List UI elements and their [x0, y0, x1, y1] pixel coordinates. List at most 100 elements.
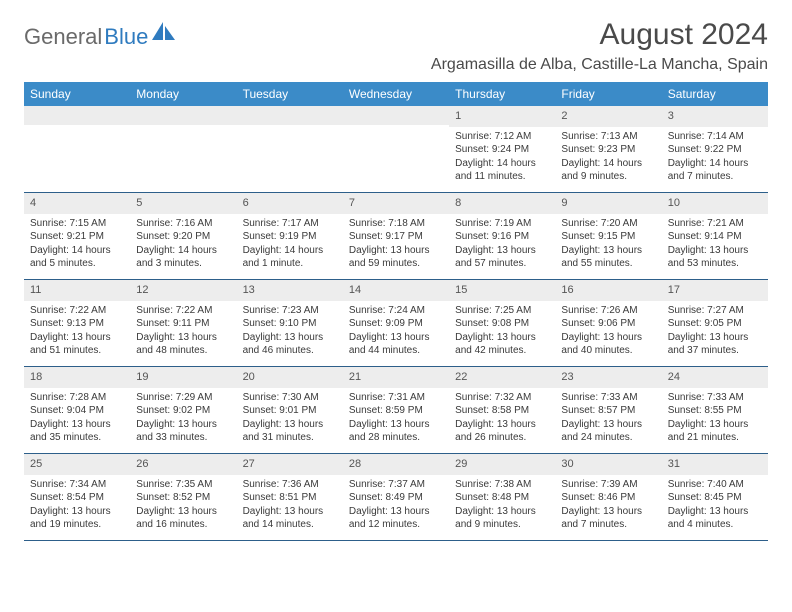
day-body: Sunrise: 7:32 AMSunset: 8:58 PMDaylight:…: [449, 388, 555, 449]
day-body: Sunrise: 7:18 AMSunset: 9:17 PMDaylight:…: [343, 214, 449, 275]
sunrise-line: Sunrise: 7:33 AM: [561, 391, 655, 405]
sunrise-line: Sunrise: 7:18 AM: [349, 217, 443, 231]
weeks-container: 1Sunrise: 7:12 AMSunset: 9:24 PMDaylight…: [24, 106, 768, 541]
dow-wednesday: Wednesday: [343, 82, 449, 106]
day-number: 2: [555, 106, 661, 127]
sunrise-line: Sunrise: 7:37 AM: [349, 478, 443, 492]
sunrise-line: Sunrise: 7:36 AM: [243, 478, 337, 492]
day-body: Sunrise: 7:23 AMSunset: 9:10 PMDaylight:…: [237, 301, 343, 362]
sunset-line: Sunset: 9:02 PM: [136, 404, 230, 418]
calendar-page: GeneralBlue August 2024 Argamasilla de A…: [0, 0, 792, 551]
day-cell: 23Sunrise: 7:33 AMSunset: 8:57 PMDayligh…: [555, 367, 661, 453]
daylight-line: Daylight: 13 hours and 4 minutes.: [668, 505, 762, 532]
day-cell: 10Sunrise: 7:21 AMSunset: 9:14 PMDayligh…: [662, 193, 768, 279]
sunset-line: Sunset: 9:16 PM: [455, 230, 549, 244]
sunset-line: Sunset: 9:01 PM: [243, 404, 337, 418]
day-cell: 18Sunrise: 7:28 AMSunset: 9:04 PMDayligh…: [24, 367, 130, 453]
daylight-line: Daylight: 13 hours and 19 minutes.: [30, 505, 124, 532]
day-body: Sunrise: 7:21 AMSunset: 9:14 PMDaylight:…: [662, 214, 768, 275]
sunset-line: Sunset: 9:23 PM: [561, 143, 655, 157]
day-body: Sunrise: 7:22 AMSunset: 9:11 PMDaylight:…: [130, 301, 236, 362]
month-title: August 2024: [431, 18, 768, 52]
day-body: Sunrise: 7:15 AMSunset: 9:21 PMDaylight:…: [24, 214, 130, 275]
sunset-line: Sunset: 9:04 PM: [30, 404, 124, 418]
header: GeneralBlue August 2024 Argamasilla de A…: [24, 18, 768, 74]
daylight-line: Daylight: 13 hours and 48 minutes.: [136, 331, 230, 358]
day-body: Sunrise: 7:27 AMSunset: 9:05 PMDaylight:…: [662, 301, 768, 362]
sunset-line: Sunset: 9:13 PM: [30, 317, 124, 331]
day-cell: 25Sunrise: 7:34 AMSunset: 8:54 PMDayligh…: [24, 454, 130, 540]
brand-text-general: General: [24, 24, 102, 50]
daylight-line: Daylight: 13 hours and 59 minutes.: [349, 244, 443, 271]
sunset-line: Sunset: 8:51 PM: [243, 491, 337, 505]
sunset-line: Sunset: 8:57 PM: [561, 404, 655, 418]
day-cell: 2Sunrise: 7:13 AMSunset: 9:23 PMDaylight…: [555, 106, 661, 192]
sunset-line: Sunset: 9:21 PM: [30, 230, 124, 244]
day-cell: 14Sunrise: 7:24 AMSunset: 9:09 PMDayligh…: [343, 280, 449, 366]
day-cell: 16Sunrise: 7:26 AMSunset: 9:06 PMDayligh…: [555, 280, 661, 366]
day-cell: [343, 106, 449, 192]
brand-text-blue: Blue: [104, 24, 148, 50]
day-body: Sunrise: 7:36 AMSunset: 8:51 PMDaylight:…: [237, 475, 343, 536]
sunrise-line: Sunrise: 7:24 AM: [349, 304, 443, 318]
sunset-line: Sunset: 9:09 PM: [349, 317, 443, 331]
day-cell: 26Sunrise: 7:35 AMSunset: 8:52 PMDayligh…: [130, 454, 236, 540]
day-number: [130, 106, 236, 125]
sunset-line: Sunset: 9:11 PM: [136, 317, 230, 331]
day-body: Sunrise: 7:25 AMSunset: 9:08 PMDaylight:…: [449, 301, 555, 362]
day-body: Sunrise: 7:35 AMSunset: 8:52 PMDaylight:…: [130, 475, 236, 536]
day-cell: 12Sunrise: 7:22 AMSunset: 9:11 PMDayligh…: [130, 280, 236, 366]
day-cell: 17Sunrise: 7:27 AMSunset: 9:05 PMDayligh…: [662, 280, 768, 366]
sunrise-line: Sunrise: 7:19 AM: [455, 217, 549, 231]
day-cell: 4Sunrise: 7:15 AMSunset: 9:21 PMDaylight…: [24, 193, 130, 279]
sunrise-line: Sunrise: 7:15 AM: [30, 217, 124, 231]
daylight-line: Daylight: 13 hours and 51 minutes.: [30, 331, 124, 358]
daylight-line: Daylight: 13 hours and 16 minutes.: [136, 505, 230, 532]
day-number: 8: [449, 193, 555, 214]
day-number: 22: [449, 367, 555, 388]
day-body: Sunrise: 7:14 AMSunset: 9:22 PMDaylight:…: [662, 127, 768, 188]
day-cell: 8 Sunrise: 7:19 AMSunset: 9:16 PMDaylight…: [449, 193, 555, 279]
day-number: 12: [130, 280, 236, 301]
day-number: 5: [130, 193, 236, 214]
day-number: 3: [662, 106, 768, 127]
daylight-line: Daylight: 13 hours and 7 minutes.: [561, 505, 655, 532]
sunrise-line: Sunrise: 7:22 AM: [30, 304, 124, 318]
daylight-line: Daylight: 13 hours and 57 minutes.: [455, 244, 549, 271]
sunrise-line: Sunrise: 7:14 AM: [668, 130, 762, 144]
day-cell: 20Sunrise: 7:30 AMSunset: 9:01 PMDayligh…: [237, 367, 343, 453]
daylight-line: Daylight: 14 hours and 7 minutes.: [668, 157, 762, 184]
day-number: 24: [662, 367, 768, 388]
day-number: 16: [555, 280, 661, 301]
day-of-week-header: Sunday Monday Tuesday Wednesday Thursday…: [24, 82, 768, 106]
daylight-line: Daylight: 13 hours and 35 minutes.: [30, 418, 124, 445]
day-cell: [24, 106, 130, 192]
day-body: Sunrise: 7:17 AMSunset: 9:19 PMDaylight:…: [237, 214, 343, 275]
day-number: 25: [24, 454, 130, 475]
daylight-line: Daylight: 13 hours and 9 minutes.: [455, 505, 549, 532]
day-body: Sunrise: 7:26 AMSunset: 9:06 PMDaylight:…: [555, 301, 661, 362]
sunrise-line: Sunrise: 7:26 AM: [561, 304, 655, 318]
day-number: 28: [343, 454, 449, 475]
day-body: Sunrise: 7:16 AMSunset: 9:20 PMDaylight:…: [130, 214, 236, 275]
day-number: 4: [24, 193, 130, 214]
sunrise-line: Sunrise: 7:35 AM: [136, 478, 230, 492]
day-number: 29: [449, 454, 555, 475]
sunrise-line: Sunrise: 7:39 AM: [561, 478, 655, 492]
sunset-line: Sunset: 8:52 PM: [136, 491, 230, 505]
day-number: 19: [130, 367, 236, 388]
day-cell: [237, 106, 343, 192]
sunset-line: Sunset: 9:14 PM: [668, 230, 762, 244]
daylight-line: Daylight: 13 hours and 53 minutes.: [668, 244, 762, 271]
sunrise-line: Sunrise: 7:34 AM: [30, 478, 124, 492]
sunset-line: Sunset: 9:06 PM: [561, 317, 655, 331]
sunset-line: Sunset: 9:22 PM: [668, 143, 762, 157]
day-number: 17: [662, 280, 768, 301]
sunrise-line: Sunrise: 7:38 AM: [455, 478, 549, 492]
daylight-line: Daylight: 13 hours and 42 minutes.: [455, 331, 549, 358]
daylight-line: Daylight: 13 hours and 46 minutes.: [243, 331, 337, 358]
week-row: 4Sunrise: 7:15 AMSunset: 9:21 PMDaylight…: [24, 193, 768, 280]
week-row: 1Sunrise: 7:12 AMSunset: 9:24 PMDaylight…: [24, 106, 768, 193]
sunrise-line: Sunrise: 7:31 AM: [349, 391, 443, 405]
dow-thursday: Thursday: [449, 82, 555, 106]
